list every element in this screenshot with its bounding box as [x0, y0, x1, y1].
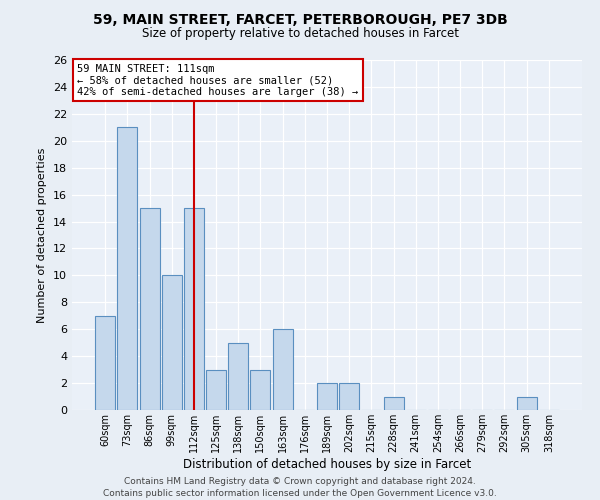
Bar	[517, 396, 536, 410]
Bar	[317, 383, 337, 410]
Bar	[383, 396, 404, 410]
Bar	[250, 370, 271, 410]
Text: 59 MAIN STREET: 111sqm
← 58% of detached houses are smaller (52)
42% of semi-det: 59 MAIN STREET: 111sqm ← 58% of detached…	[77, 64, 358, 96]
Bar	[118, 128, 137, 410]
Text: 59, MAIN STREET, FARCET, PETERBOROUGH, PE7 3DB: 59, MAIN STREET, FARCET, PETERBOROUGH, P…	[92, 12, 508, 26]
Y-axis label: Number of detached properties: Number of detached properties	[37, 148, 47, 322]
Bar	[206, 370, 226, 410]
Bar	[140, 208, 160, 410]
Text: Contains HM Land Registry data © Crown copyright and database right 2024.: Contains HM Land Registry data © Crown c…	[124, 478, 476, 486]
Bar	[339, 383, 359, 410]
Bar	[184, 208, 204, 410]
X-axis label: Distribution of detached houses by size in Farcet: Distribution of detached houses by size …	[183, 458, 471, 470]
Bar	[95, 316, 115, 410]
Bar	[272, 329, 293, 410]
Text: Size of property relative to detached houses in Farcet: Size of property relative to detached ho…	[142, 28, 458, 40]
Bar	[228, 342, 248, 410]
Bar	[162, 276, 182, 410]
Text: Contains public sector information licensed under the Open Government Licence v3: Contains public sector information licen…	[103, 489, 497, 498]
